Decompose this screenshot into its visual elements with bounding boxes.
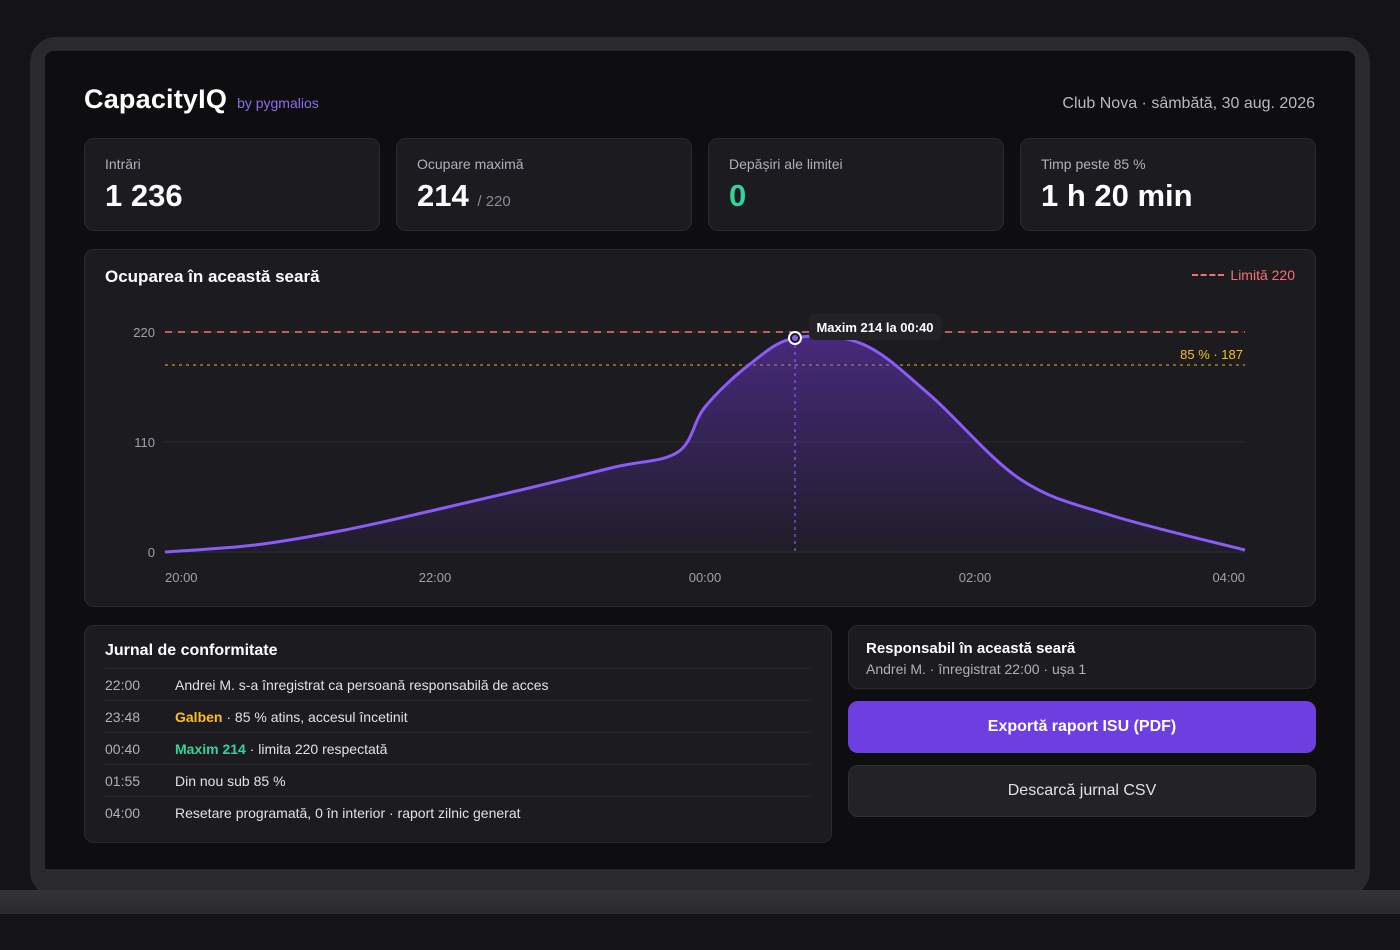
log-text: Andrei M. s-a înregistrat ca persoană re… bbox=[175, 676, 549, 693]
kpi-label: Depășiri ale limitei bbox=[729, 156, 843, 172]
log-time: 23:48 bbox=[105, 708, 141, 725]
occupancy-area bbox=[165, 335, 1245, 552]
kpi-limit-breaches: Depășiri ale limitei 0 bbox=[708, 138, 1004, 231]
app-name: CapacityIQ bbox=[84, 84, 228, 114]
log-text: Maxim 214 · limita 220 respectată bbox=[175, 740, 388, 757]
x-tick-label: 20:00 bbox=[165, 570, 198, 585]
occupancy-chart-card: Ocuparea în această seară Limită 220 0 11… bbox=[84, 249, 1316, 607]
responsible-card: Responsabil în această seară Andrei M. ·… bbox=[848, 625, 1316, 689]
status-max-label: Maxim 214 bbox=[175, 740, 246, 757]
kpi-value: 0 bbox=[729, 178, 747, 213]
export-isu-report-button[interactable]: Exportă raport ISU (PDF) bbox=[848, 701, 1316, 753]
peak-tooltip-label: Maxim 214 la 00:40 bbox=[816, 320, 933, 335]
log-text: Din nou sub 85 % bbox=[175, 772, 286, 789]
chart-title: Ocuparea în această seară bbox=[105, 267, 320, 286]
x-tick-label: 04:00 bbox=[1212, 570, 1245, 585]
kpi-value: 1 236 bbox=[105, 178, 183, 213]
peak-point-core bbox=[792, 335, 798, 341]
kpi-value: 1 h 20 min bbox=[1041, 178, 1193, 213]
x-tick-label: 02:00 bbox=[959, 570, 992, 585]
y-tick-label: 110 bbox=[134, 435, 155, 450]
y-tick-label: 0 bbox=[148, 545, 155, 560]
desk-surface bbox=[0, 914, 1400, 950]
occupancy-line bbox=[164, 334, 1246, 554]
log-time: 04:00 bbox=[105, 804, 141, 821]
log-time: 01:55 bbox=[105, 772, 141, 789]
log-row: 04:00 Resetare programată, 0 în interior… bbox=[105, 796, 811, 828]
compliance-log: Jurnal de conformitate 22:00 Andrei M. s… bbox=[84, 625, 832, 843]
log-row: 23:48 Galben · 85 % atins, accesul încet… bbox=[105, 700, 811, 732]
log-title: Jurnal de conformitate bbox=[105, 642, 278, 659]
threshold-label: 85 % · 187 bbox=[1180, 347, 1243, 362]
occupancy-chart: 0 110 220 20:00 22:00 00:00 02:00 04:00 85 % · 1… bbox=[133, 314, 1246, 585]
kpi-label: Intrări bbox=[105, 156, 141, 172]
kpi-value: 214 / 220 bbox=[417, 178, 511, 213]
log-text: Resetare programată, 0 în interior · rap… bbox=[175, 804, 521, 821]
chart-legend: Limită 220 bbox=[1192, 267, 1295, 283]
log-row: 01:55 Din nou sub 85 % bbox=[105, 764, 811, 796]
log-row: 22:00 Andrei M. s-a înregistrat ca perso… bbox=[105, 668, 811, 700]
brand: CapacityIQ by pygmalios bbox=[84, 84, 319, 115]
responsible-title: Responsabil în această seară bbox=[866, 640, 1076, 657]
venue-date: Club Nova · sâmbătă, 30 aug. 2026 bbox=[1062, 95, 1315, 112]
y-tick-label: 220 bbox=[133, 325, 155, 340]
kpi-entries: Intrări 1 236 bbox=[84, 138, 380, 231]
log-time: 00:40 bbox=[105, 740, 141, 757]
legend-label: Limită 220 bbox=[1230, 267, 1295, 283]
kpi-max-occupancy: Ocupare maximă 214 / 220 bbox=[396, 138, 692, 231]
log-time: 22:00 bbox=[105, 676, 141, 693]
laptop-base bbox=[0, 890, 1400, 914]
log-row: 00:40 Maxim 214 · limita 220 respectată bbox=[105, 732, 811, 764]
status-yellow-label: Galben bbox=[175, 708, 223, 725]
x-tick-label: 22:00 bbox=[419, 570, 452, 585]
kpi-label: Ocupare maximă bbox=[417, 156, 524, 172]
log-text: Galben · 85 % atins, accesul încetinit bbox=[175, 708, 408, 725]
kpi-capacity: / 220 bbox=[477, 193, 511, 210]
peak-tooltip bbox=[809, 314, 941, 340]
download-csv-log-button[interactable]: Descarcă jurnal CSV bbox=[848, 765, 1316, 817]
responsible-subtitle: Andrei M. · înregistrat 22:00 · ușa 1 bbox=[866, 661, 1087, 677]
x-tick-label: 00:00 bbox=[689, 570, 722, 585]
legend-dash-icon bbox=[1192, 274, 1225, 276]
kpi-time-over-85: Timp peste 85 % 1 h 20 min bbox=[1020, 138, 1316, 231]
brand-by-label: by pygmalios bbox=[237, 95, 319, 111]
kpi-label: Timp peste 85 % bbox=[1041, 156, 1146, 172]
